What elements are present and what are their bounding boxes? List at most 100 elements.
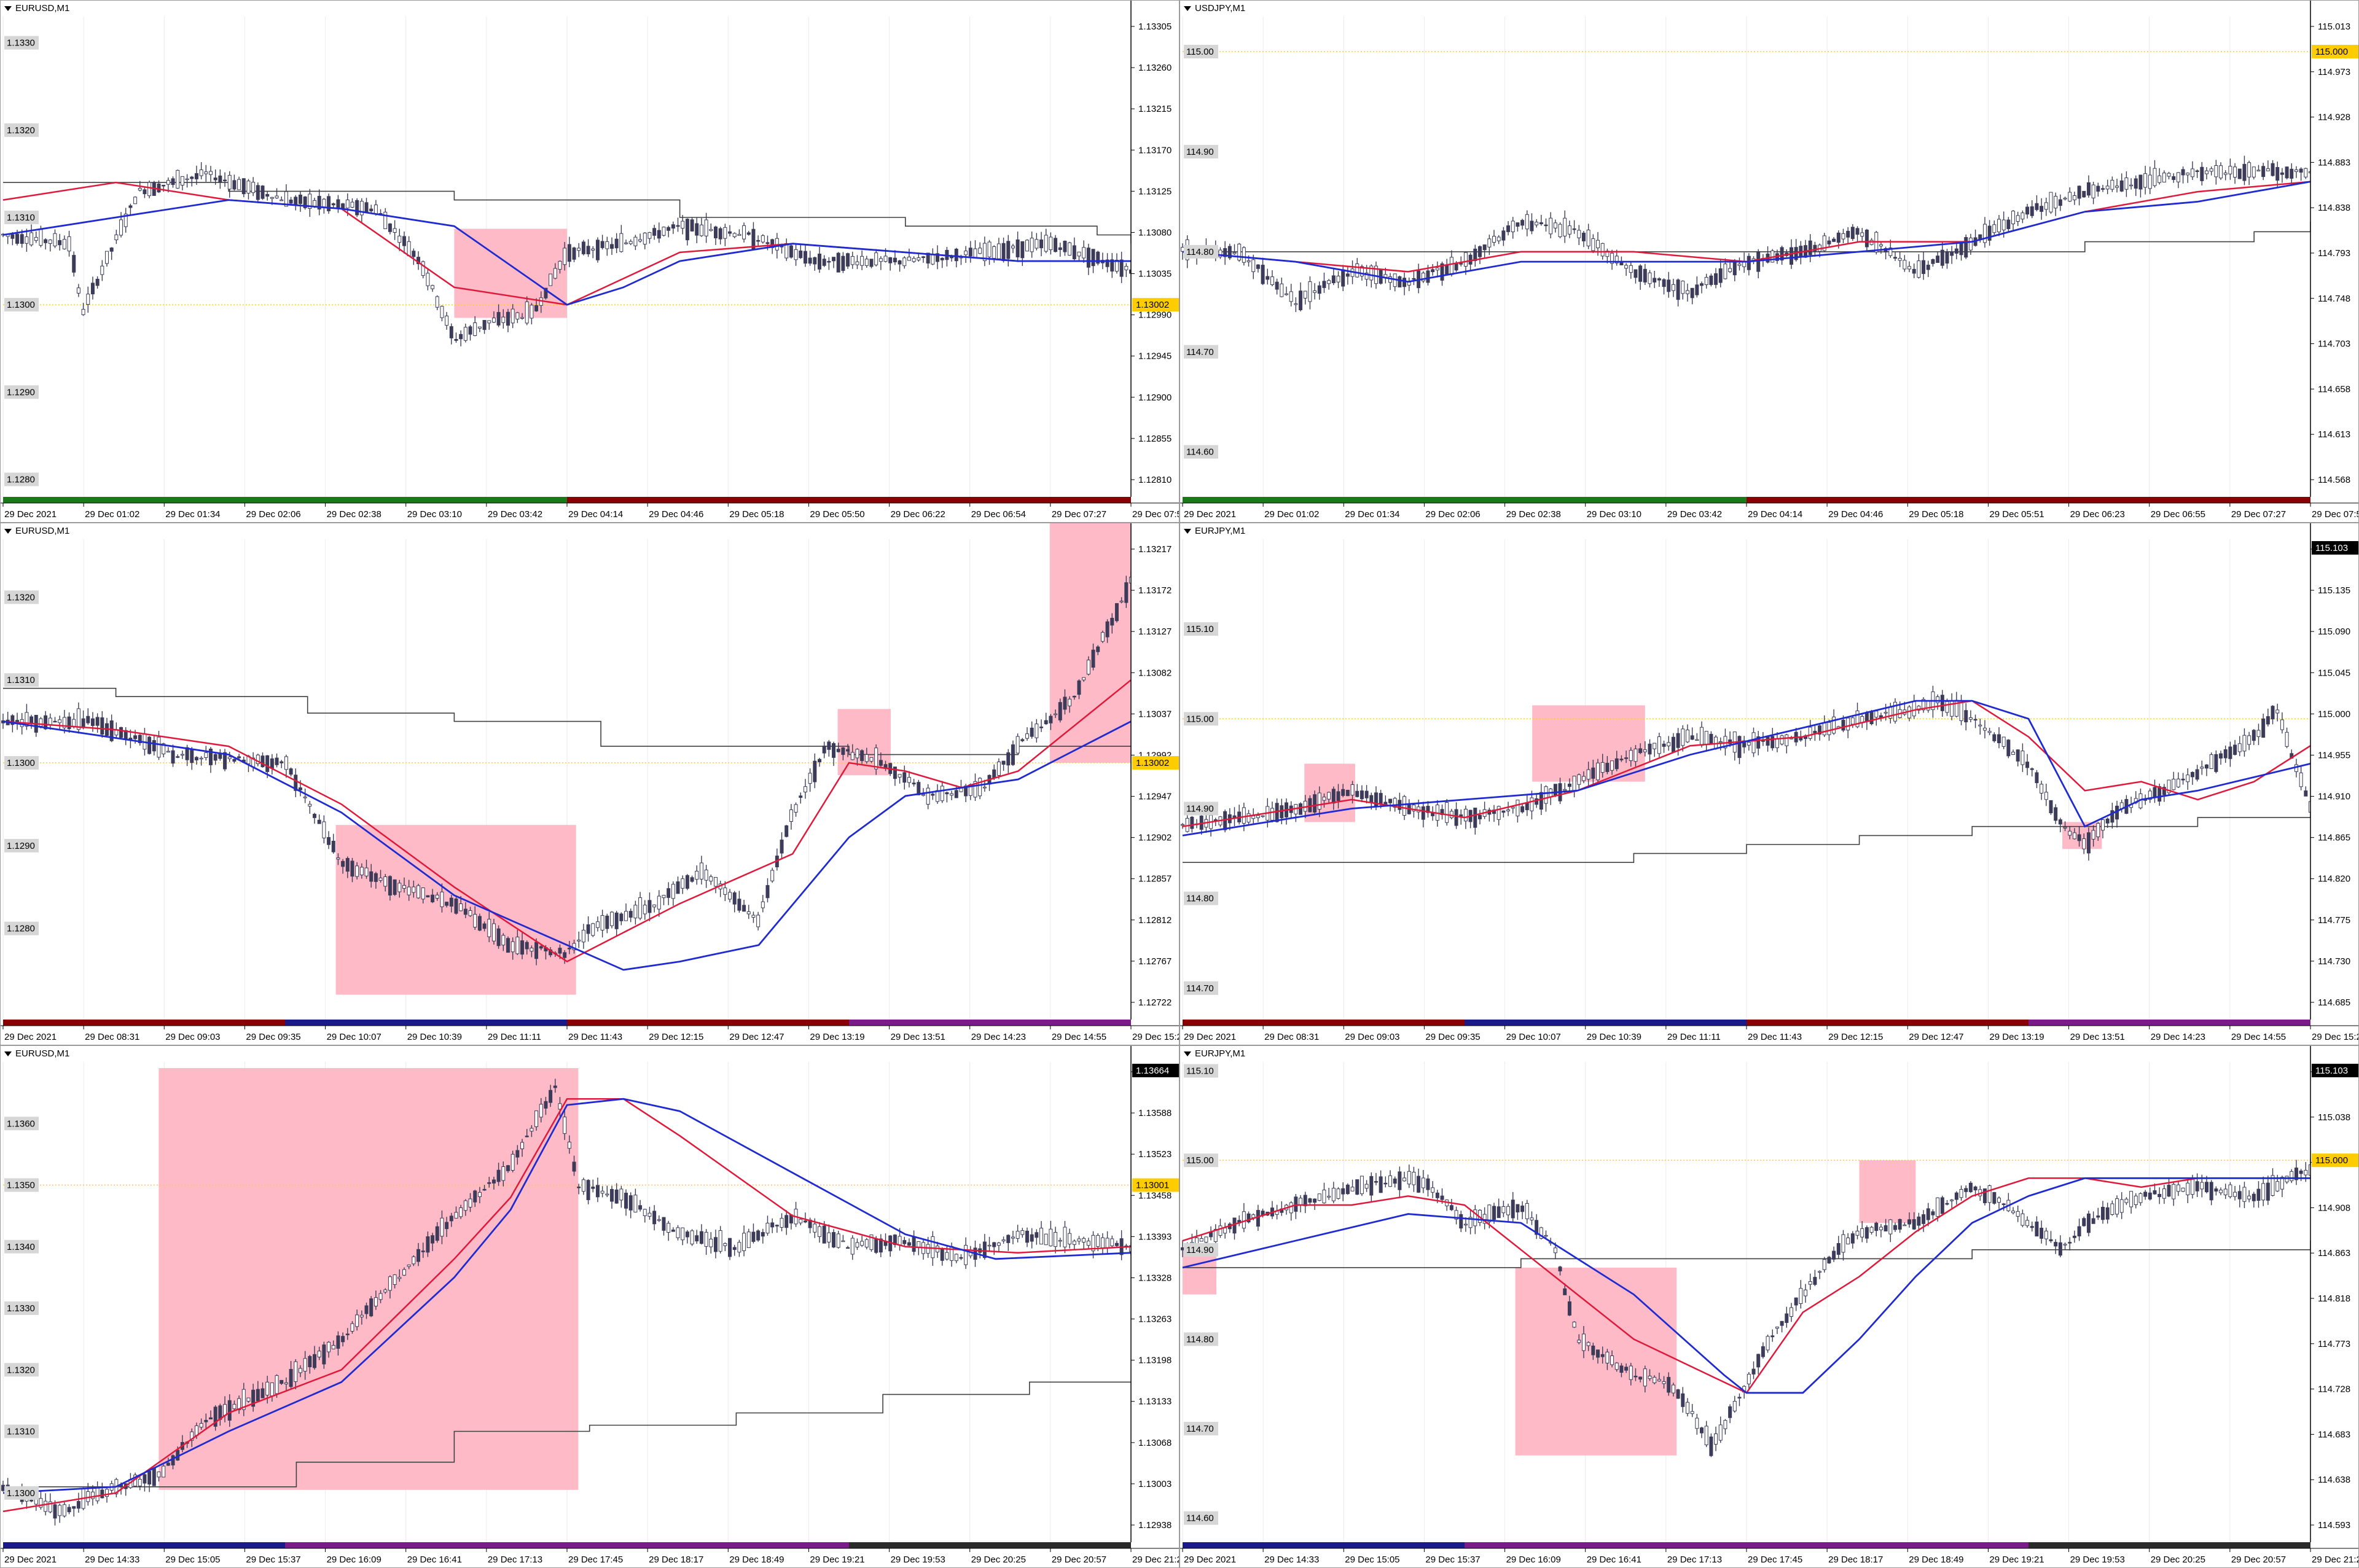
candle-body — [275, 1375, 279, 1394]
candle-body — [1313, 1198, 1317, 1203]
candle-body — [1006, 241, 1011, 259]
candle-body — [1044, 1233, 1048, 1246]
right-tick-label: 115.013 — [2318, 21, 2350, 32]
candle-body — [2086, 182, 2091, 196]
candle-body — [1383, 1182, 1388, 1185]
candle-body — [204, 171, 208, 174]
chart-pane-eurjpy-1[interactable]: 115.180115.135115.090115.045115.000114.9… — [1180, 523, 2359, 1045]
candle-body — [213, 177, 217, 181]
candle-body — [355, 865, 359, 877]
candle-body — [595, 1185, 600, 1198]
left-price-bg — [1184, 445, 1218, 459]
time-tick-label: 29 Dec 13:51 — [2070, 1032, 2125, 1042]
right-tick-label: 114.773 — [2318, 1339, 2350, 1349]
candle-body — [1690, 287, 1694, 298]
candle-body — [1681, 281, 1685, 294]
candle-body — [1549, 217, 1553, 235]
time-tick-label: 29 Dec 16:41 — [407, 1554, 462, 1565]
candle-body — [284, 191, 288, 207]
candle-body — [1421, 273, 1425, 282]
candle-body — [1426, 270, 1430, 283]
time-tick-label: 29 Dec 13:51 — [891, 1032, 945, 1042]
candle-body — [1213, 1228, 1218, 1242]
candle-body — [1063, 696, 1067, 710]
candle-body — [893, 1235, 897, 1246]
right-tick-label: 1.12902 — [1138, 833, 1172, 843]
candle-body — [860, 1241, 864, 1246]
candle-body — [2086, 832, 2091, 854]
candle-body — [671, 1230, 675, 1232]
candle-body — [2054, 196, 2058, 209]
candle-body — [1954, 248, 1958, 254]
time-tick-label: 29 Dec 08:31 — [85, 1032, 139, 1042]
time-tick-label: 29 Dec 06:54 — [971, 509, 1026, 520]
candle-body — [652, 1211, 657, 1225]
candle-body — [2105, 818, 2110, 824]
candle-body — [898, 774, 902, 778]
left-price-bg — [4, 1486, 39, 1500]
candle-body — [1997, 219, 2001, 233]
candle-body — [1242, 807, 1246, 824]
candle-body — [345, 1333, 350, 1335]
candle-body — [473, 322, 477, 336]
candle-body — [1190, 816, 1194, 829]
session-bar — [567, 497, 1131, 503]
time-tick-label: 29 Dec 12:47 — [729, 1032, 784, 1042]
candle-body — [2077, 834, 2081, 841]
time-tick-label: 29 Dec 13:19 — [810, 1032, 864, 1042]
candle-body — [1912, 268, 1916, 274]
candle-body — [1804, 1289, 1808, 1297]
right-axis-bg — [2310, 1, 2358, 522]
right-tick-label: 1.12812 — [1138, 915, 1172, 926]
candle-body — [1256, 815, 1260, 818]
candle-body — [709, 228, 713, 232]
left-price-bg — [1184, 712, 1218, 726]
candle-body — [1350, 784, 1355, 796]
chart-pane-usdjpy[interactable]: 115.013 114.973 114.928 114.883 114.838 114.7… — [1180, 0, 2359, 523]
candle-body — [657, 230, 661, 239]
chart-pane-eurusd-3[interactable]: 1.136531.135881.135231.134581.133931.133… — [0, 1045, 1180, 1568]
candle-body — [1751, 1368, 1756, 1375]
candle-body — [1275, 803, 1279, 822]
price-tag: 115.103 — [2312, 1064, 2358, 1077]
symbol-label: EURJPY,M1 — [1184, 526, 1245, 536]
candle-body — [100, 265, 104, 275]
candle-body — [1242, 1211, 1246, 1229]
candle-body — [190, 176, 194, 179]
chart-pane-eurjpy-2[interactable]: 115.083115.038114.953114.908114.863114.8… — [1180, 1045, 2359, 1568]
candle-body — [76, 287, 80, 294]
candle-body — [2148, 1192, 2152, 1199]
candle-body — [1058, 702, 1062, 720]
candle-body — [204, 752, 208, 758]
candle-body — [619, 913, 624, 921]
candle-body — [647, 900, 652, 913]
candle-body — [1610, 760, 1614, 771]
candle-body — [1662, 743, 1666, 747]
candle-body — [67, 236, 71, 252]
candle-body — [681, 878, 685, 889]
candle-body — [1968, 237, 1973, 251]
candle-body — [1001, 760, 1006, 765]
candle-body — [44, 715, 48, 730]
candle-body — [1695, 1418, 1699, 1429]
candle-body — [1954, 1192, 1958, 1200]
blue-moving-average — [2, 1098, 1132, 1494]
chart-pane-eurusd-1[interactable]: 1.13305 1.13260 1.13215 1.13170 1.13125 1.130… — [0, 0, 1180, 523]
right-tick-label: 1.12900 — [1138, 392, 1172, 403]
time-tick-label: 29 Dec 15:05 — [165, 1554, 220, 1565]
candle-body — [1709, 733, 1713, 744]
chart-pane-eurusd-2[interactable]: 1.13217 1.13172 1.13127 1.13082 1.13037 1.129… — [0, 523, 1180, 1045]
candle-body — [10, 234, 15, 239]
candle-body — [595, 921, 600, 928]
candle-body — [327, 1341, 331, 1352]
candle-body — [53, 1504, 57, 1519]
candle-body — [90, 283, 95, 295]
candle-body — [600, 241, 604, 248]
candle-body — [1893, 257, 1897, 259]
candle-body — [676, 881, 680, 894]
candle-body — [751, 915, 756, 918]
candle-body — [29, 716, 34, 724]
candle-body — [667, 227, 671, 231]
right-tick-label: 1.12810 — [1138, 475, 1172, 485]
candle-body — [1181, 824, 1184, 826]
